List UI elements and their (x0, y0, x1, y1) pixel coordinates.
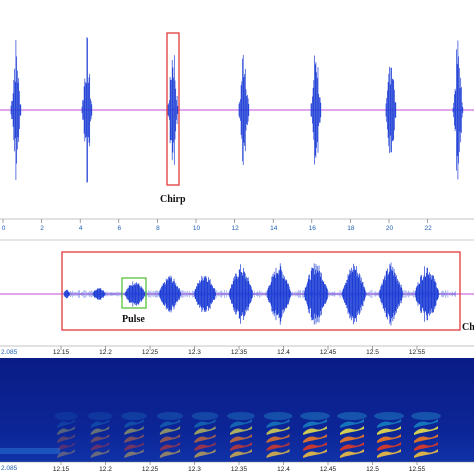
spectrogram-bottom-ticks: 12.15 12.2 12.25 12.3 12.35 12.4 12.45 12.5 12.5… (53, 462, 426, 473)
waveform-top-tick-label: 2 (40, 225, 44, 232)
spectrogram-pulse (191, 412, 219, 458)
spectrogram-top-tick-label: 12.15 (53, 349, 70, 356)
spectrogram-pulse (121, 412, 147, 458)
spectrogram-top-tick-label: 12.4 (277, 349, 290, 356)
waveform-top-ticks: 0 2 4 6 8 10 12 14 16 18 20 22 (2, 219, 432, 232)
spectrogram-lowband (0, 448, 60, 454)
waveform-burst (81, 37, 93, 183)
waveform-top-tick-label: 22 (424, 225, 432, 232)
waveform-top-tick-label: 6 (117, 225, 121, 232)
spectrogram-bottom-tick-label: 12.5 (366, 466, 379, 473)
spectrogram-pulse (54, 412, 78, 458)
spectrogram-top-axis: 2.085 12.15 12.2 12.25 12.3 12.35 12.4 12.45 12… (0, 345, 474, 356)
waveform-top-tick-label: 4 (79, 225, 83, 232)
waveform-top-bursts (10, 37, 464, 183)
spectrogram-top-tick-label: 12.55 (409, 349, 426, 356)
spectrogram-top-tick-label: 12.25 (142, 349, 159, 356)
waveform-zoom-panel: Pulse Ch (0, 239, 474, 333)
spectrogram-pulse (374, 412, 404, 458)
spectrogram-bottom-tick-label: 12.4 (277, 466, 290, 473)
spectrogram-top-tick-label: 12.35 (231, 349, 248, 356)
spectrogram-top-tick-label: 12.5 (366, 349, 379, 356)
spectrogram-pulse (227, 412, 255, 458)
spectrogram-bottom-axis: 2.085 12.15 12.2 12.25 12.3 12.35 12.4 12.45 12… (0, 461, 474, 473)
spectrogram-top-tick-label: 12.2 (99, 349, 112, 356)
waveform-top-tick-label: 8 (156, 225, 160, 232)
spectrogram-pulse (337, 412, 367, 458)
spectrogram-pulse (300, 412, 330, 458)
waveform-burst (452, 40, 464, 180)
spectrogram-chirp-marks (0, 412, 441, 458)
spectrogram-top-ticks: 12.15 12.2 12.25 12.3 12.35 12.4 12.45 12.5 12.5… (53, 346, 426, 356)
spectrogram-bottom-tick-label: 12.55 (409, 466, 426, 473)
waveform-pulse (124, 281, 146, 307)
spectrogram-bottom-tick-label: 12.45 (320, 466, 337, 473)
spectrogram-bottom-tick-label: 12.15 (53, 466, 70, 473)
waveform-pulse (266, 263, 292, 325)
spectrogram-pulse (87, 412, 113, 458)
pulse-highlight-box (121, 277, 147, 309)
waveform-top-tick-label: 16 (309, 225, 317, 232)
waveform-burst (385, 66, 397, 154)
spectrogram-pulse (411, 412, 441, 458)
waveform-top-tick-label: 10 (193, 225, 201, 232)
spectrogram-panel (0, 358, 474, 462)
spectrogram-top-tick-label: 12.3 (188, 349, 201, 356)
spectrogram-top-tick-label: 12.45 (320, 349, 337, 356)
spectrogram-start-label: 2.085 (1, 349, 18, 356)
waveform-zoom-pulses (63, 262, 456, 326)
waveform-top-tick-label: 0 (2, 225, 6, 232)
waveform-top-panel: Chirp 0 2 4 6 8 10 12 14 16 18 20 22 (0, 32, 474, 232)
chirp-label: Chirp (160, 194, 186, 205)
spectrogram-bottom-tick-label: 12.35 (231, 466, 248, 473)
spectrogram-bottom-tick-label: 12.25 (142, 466, 159, 473)
waveform-top-tick-label: 18 (347, 225, 355, 232)
spectrogram-pulse (263, 412, 293, 458)
waveform-top-tick-label: 12 (231, 225, 239, 232)
spectrogram-bottom-tick-label: 12.2 (99, 466, 112, 473)
chirp-cut-label: Ch (462, 322, 474, 333)
spectrogram-bottom-start-label: 2.085 (1, 465, 18, 472)
chirp-zoom-box (61, 251, 461, 331)
waveform-burst (167, 55, 179, 165)
spectrogram-bottom-tick-label: 12.3 (188, 466, 201, 473)
spectrogram-pulse (156, 412, 184, 458)
waveform-burst (10, 40, 22, 180)
waveform-burst (238, 54, 250, 166)
chirp-highlight-box (166, 32, 180, 186)
pulse-label: Pulse (122, 314, 145, 325)
waveform-burst (310, 55, 322, 165)
waveform-top-tick-label: 14 (270, 225, 278, 232)
waveform-top-tick-label: 20 (386, 225, 394, 232)
